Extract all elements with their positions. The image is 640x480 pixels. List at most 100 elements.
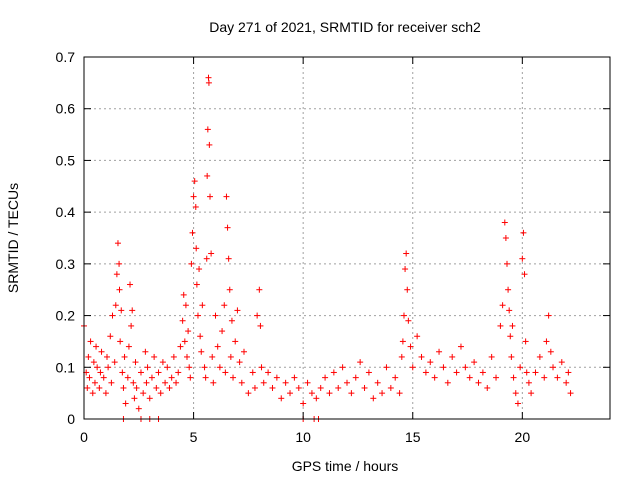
data-point xyxy=(187,374,194,381)
data-point xyxy=(254,312,261,319)
data-point xyxy=(273,374,280,381)
data-point xyxy=(114,240,121,247)
data-point xyxy=(436,348,443,355)
data-point xyxy=(295,384,302,391)
data-point xyxy=(440,364,447,371)
data-point xyxy=(403,250,410,257)
data-point xyxy=(175,369,182,376)
data-point xyxy=(383,364,390,371)
data-point xyxy=(179,317,186,324)
data-point xyxy=(287,390,294,397)
data-point xyxy=(132,359,139,366)
data-point xyxy=(216,364,223,371)
data-point xyxy=(245,390,252,397)
data-point xyxy=(322,374,329,381)
data-point xyxy=(519,255,526,262)
data-point xyxy=(223,193,230,200)
data-point xyxy=(365,369,372,376)
data-point xyxy=(108,379,115,386)
data-point xyxy=(119,369,126,376)
data-point xyxy=(541,374,548,381)
data-point xyxy=(414,333,421,340)
data-point xyxy=(142,348,149,355)
data-point xyxy=(180,291,187,298)
data-point xyxy=(224,224,231,231)
data-point xyxy=(475,379,482,386)
data-point xyxy=(563,379,570,386)
data-point xyxy=(128,322,135,329)
data-point xyxy=(219,328,226,335)
data-point xyxy=(249,369,256,376)
data-point xyxy=(462,364,469,371)
data-point xyxy=(199,302,206,309)
data-point xyxy=(207,193,214,200)
data-point xyxy=(227,353,234,360)
data-point xyxy=(194,312,201,319)
grid xyxy=(84,57,610,419)
data-point xyxy=(528,390,535,397)
data-point xyxy=(453,369,460,376)
data-point xyxy=(100,374,107,381)
data-point xyxy=(523,369,530,376)
data-point xyxy=(554,374,561,381)
data-point xyxy=(484,384,491,391)
data-point xyxy=(144,364,151,371)
data-point xyxy=(87,338,94,345)
data-point xyxy=(198,348,205,355)
data-point xyxy=(449,353,456,360)
data-point xyxy=(85,353,92,360)
data-point xyxy=(153,384,160,391)
data-point xyxy=(170,353,177,360)
data-point xyxy=(116,260,123,267)
data-point xyxy=(109,312,116,319)
data-point xyxy=(192,203,199,210)
data-point xyxy=(204,126,211,133)
data-point xyxy=(313,395,320,402)
data-point xyxy=(256,286,263,293)
data-point xyxy=(228,317,235,324)
x-tick-label: 10 xyxy=(295,429,311,445)
data-point xyxy=(159,359,166,366)
data-point xyxy=(121,353,128,360)
data-point xyxy=(210,379,217,386)
data-point xyxy=(497,322,504,329)
data-point xyxy=(225,255,232,262)
x-axis-label: GPS time / hours xyxy=(292,458,399,474)
y-tick-label: 0.3 xyxy=(56,256,76,272)
data-point xyxy=(361,384,368,391)
data-point xyxy=(197,333,204,340)
data-point xyxy=(409,364,416,371)
data-point xyxy=(522,338,529,345)
data-point xyxy=(471,359,478,366)
data-point xyxy=(300,400,307,407)
data-point xyxy=(536,353,543,360)
data-point xyxy=(238,379,245,386)
data-point xyxy=(91,379,98,386)
data-point xyxy=(202,374,209,381)
data-point xyxy=(260,379,267,386)
data-point xyxy=(520,229,527,236)
y-tick-label: 0.5 xyxy=(56,152,76,168)
y-axis-label: SRMTID / TECUs xyxy=(5,183,21,293)
x-tick-label: 15 xyxy=(405,429,421,445)
data-point xyxy=(374,379,381,386)
data-point xyxy=(112,302,119,309)
y-tick-label: 0.1 xyxy=(56,359,76,375)
data-point xyxy=(479,369,486,376)
data-point xyxy=(193,281,200,288)
data-point xyxy=(116,286,123,293)
data-point xyxy=(558,359,565,366)
data-point xyxy=(125,343,132,350)
data-point xyxy=(525,379,532,386)
data-point xyxy=(505,286,512,293)
data-point xyxy=(370,395,377,402)
data-point xyxy=(191,178,198,185)
data-point xyxy=(488,353,495,360)
data-point xyxy=(146,395,153,402)
data-point xyxy=(335,384,342,391)
data-point xyxy=(236,359,243,366)
data-point xyxy=(400,312,407,319)
data-point xyxy=(402,266,409,273)
data-point xyxy=(94,364,101,371)
